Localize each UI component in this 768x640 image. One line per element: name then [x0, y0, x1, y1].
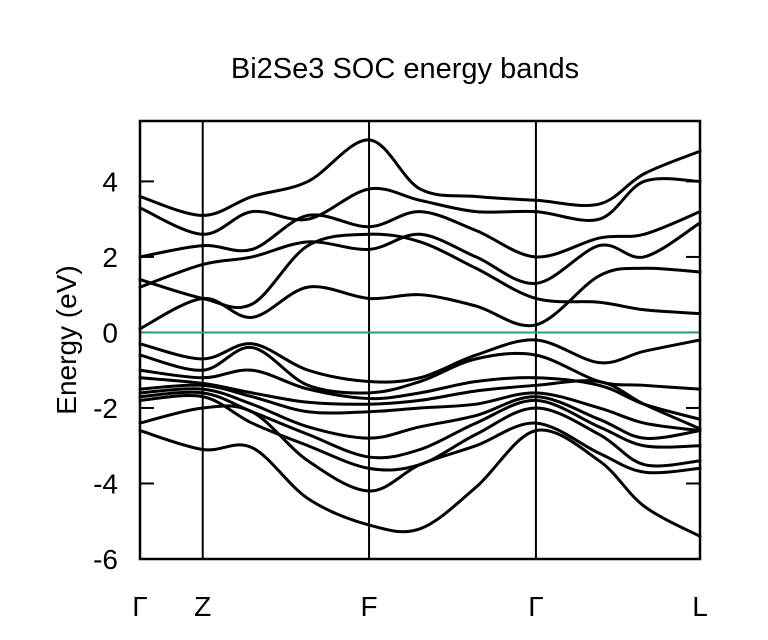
energy-band-line: [138, 383, 702, 433]
y-tick-label: -6: [93, 544, 118, 575]
x-tick-label: L: [692, 591, 708, 622]
energy-band-line: [138, 232, 702, 316]
x-tick-label: F: [360, 591, 377, 622]
energy-band-line: [138, 338, 702, 384]
energy-bands: [138, 138, 702, 538]
chart-title: Bi2Se3 SOC energy bands: [231, 53, 579, 85]
energy-band-line: [138, 266, 702, 331]
plot-frame: [138, 119, 702, 561]
x-tick-label: Z: [194, 591, 211, 622]
energy-band-line: [138, 394, 702, 472]
energy-band-line: [138, 428, 702, 538]
energy-band-line: [138, 376, 702, 431]
high-symmetry-lines: [201, 121, 537, 559]
y-axis-label: Energy (eV): [51, 265, 82, 414]
y-tick-label: -4: [93, 468, 118, 499]
energy-band-line: [138, 138, 702, 217]
x-tick-label: Γ: [132, 591, 147, 622]
energy-band-line: [138, 221, 702, 289]
y-tick-label: -2: [93, 393, 118, 424]
y-tick-label: 2: [102, 242, 118, 273]
energy-band-line: [138, 368, 702, 421]
energy-band-line: [138, 390, 702, 460]
y-tick-label: 4: [102, 166, 118, 197]
x-tick-label: Γ: [528, 591, 543, 622]
energy-band-line: [138, 346, 702, 395]
energy-band-line: [138, 177, 702, 236]
y-tick-label: 0: [102, 317, 118, 348]
energy-band-line: [138, 210, 702, 259]
y-axis-ticks: -6 -4 -2 0 2 4: [93, 166, 700, 575]
energy-band-line: [138, 387, 702, 440]
